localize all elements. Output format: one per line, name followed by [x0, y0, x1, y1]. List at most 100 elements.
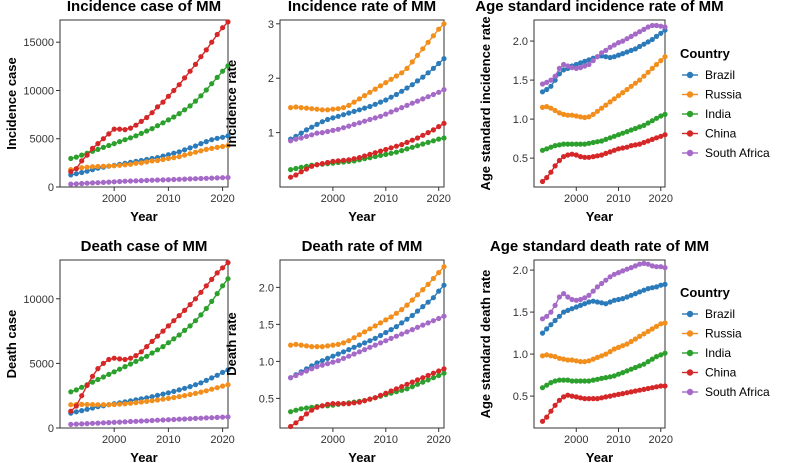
data-point [569, 141, 575, 147]
data-point [138, 130, 144, 136]
data-point [95, 180, 101, 186]
data-point [399, 70, 405, 76]
data-point [346, 347, 352, 353]
legend-key-dot [686, 310, 694, 318]
data-point [586, 299, 592, 305]
data-point [356, 342, 362, 348]
y-tick-label: 1 [268, 128, 274, 140]
data-point [303, 368, 310, 374]
series-china [539, 383, 668, 424]
data-point [303, 133, 310, 139]
data-point [632, 291, 639, 297]
data-point [409, 312, 415, 319]
data-point [100, 144, 106, 150]
data-point [298, 415, 304, 421]
data-point [420, 379, 426, 385]
data-point [611, 392, 617, 398]
y-tick-label: 10000 [23, 294, 54, 306]
data-point [539, 330, 546, 336]
data-point [330, 127, 336, 133]
data-point [607, 54, 613, 61]
x-tick-label: 2000 [564, 193, 588, 205]
series-china [68, 19, 231, 175]
data-point [552, 317, 558, 324]
legend: Country Brazil Russia India China South Afric… [680, 285, 770, 399]
data-point [330, 158, 336, 164]
data-point [632, 336, 639, 342]
data-point [594, 396, 601, 402]
data-point [577, 60, 584, 66]
data-point [154, 177, 161, 183]
data-point [637, 261, 643, 267]
data-point [393, 73, 399, 79]
data-point [561, 141, 567, 147]
panel-age-standard-death-rate-of-mm: Age standard death rate of MM Year Age sta… [478, 238, 709, 463]
data-point [335, 106, 341, 112]
data-point [171, 150, 177, 156]
data-point [367, 326, 373, 332]
data-point [225, 142, 231, 149]
data-point [436, 60, 442, 67]
data-point [346, 110, 352, 116]
data-point [209, 137, 215, 143]
data-point [133, 133, 139, 139]
data-point [620, 51, 626, 57]
data-point [569, 65, 575, 71]
series-india [539, 111, 668, 153]
data-point [214, 175, 220, 181]
data-point [577, 296, 584, 303]
data-point [154, 157, 161, 164]
data-point [539, 418, 546, 424]
data-point [309, 344, 315, 350]
data-point [325, 401, 331, 407]
data-point [165, 155, 171, 162]
data-point [165, 117, 171, 123]
data-point [149, 177, 155, 183]
data-point [176, 313, 182, 319]
data-point [436, 368, 442, 374]
data-point [441, 282, 447, 288]
data-point [611, 297, 617, 303]
data-point [89, 145, 96, 151]
data-point [298, 370, 304, 376]
data-point [111, 401, 117, 408]
data-point [632, 364, 639, 371]
y-tick-label: 5000 [30, 134, 54, 146]
data-point [325, 159, 331, 166]
data-point [330, 342, 336, 348]
data-point [95, 420, 101, 426]
data-point [89, 373, 96, 379]
data-point [356, 120, 362, 126]
data-point [335, 351, 341, 357]
data-point [388, 94, 394, 100]
data-point [441, 21, 447, 27]
data-point [209, 39, 215, 45]
series-south-africa [539, 22, 668, 87]
data-point [319, 107, 325, 113]
data-point [653, 135, 660, 141]
data-point [79, 393, 85, 399]
data-point [209, 386, 215, 392]
data-point [603, 375, 609, 381]
data-point [214, 135, 220, 141]
data-point [187, 391, 193, 398]
series-south-africa [288, 313, 447, 381]
panel-title: Age standard incidence rate of MM [475, 0, 723, 15]
data-point [154, 392, 161, 398]
data-point [430, 318, 436, 324]
data-point [362, 347, 368, 353]
series-south-africa [539, 260, 668, 322]
x-tick-label: 2010 [156, 193, 180, 205]
data-point [620, 90, 626, 96]
legend-key-dot [686, 388, 694, 396]
data-point [556, 377, 563, 383]
data-point [653, 61, 660, 68]
data-point [649, 385, 655, 391]
legend-item-china: China [682, 127, 737, 141]
data-point [127, 418, 134, 425]
data-point [127, 355, 134, 361]
y-tick-label: 5000 [30, 358, 54, 370]
data-point [539, 89, 546, 95]
y-tick-label: 2.0 [513, 265, 528, 277]
data-point [138, 178, 144, 184]
